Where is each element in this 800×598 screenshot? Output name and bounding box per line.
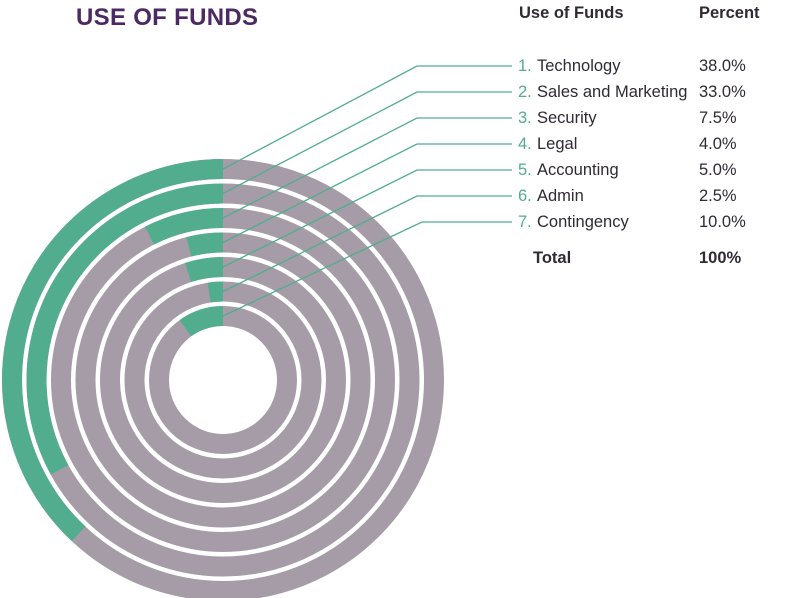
row-value-contingency: 10.0% bbox=[699, 213, 746, 231]
table-header-use-of-funds: Use of Funds bbox=[519, 4, 624, 22]
leader-line-technology bbox=[222, 65, 512, 170]
ring-value-legal bbox=[186, 232, 224, 257]
row-number: 5. bbox=[518, 161, 532, 179]
ring-value-technology bbox=[2, 159, 224, 542]
row-number: 7. bbox=[518, 213, 532, 231]
total-value: 100% bbox=[699, 249, 742, 267]
row-value-admin: 2.5% bbox=[699, 187, 737, 205]
total-label: Total bbox=[533, 249, 572, 267]
table-header-percent: Percent bbox=[699, 4, 760, 22]
page-title: USE OF FUNDS bbox=[76, 4, 259, 31]
row-value-sales-and-marketing: 33.0% bbox=[699, 83, 746, 101]
leader-line-legal bbox=[222, 143, 512, 244]
ring-value-security bbox=[144, 208, 224, 245]
row-number: 6. bbox=[518, 187, 532, 205]
row-number: 1. bbox=[518, 57, 532, 75]
leader-line-contingency bbox=[222, 221, 512, 317]
row-label-accounting: Accounting bbox=[537, 161, 619, 179]
ring-value-accounting bbox=[184, 257, 224, 283]
row-number: 4. bbox=[518, 135, 532, 153]
row-label-security: Security bbox=[537, 109, 597, 127]
row-label-technology: Technology bbox=[537, 57, 621, 75]
row-label-sales-and-marketing: Sales and Marketing bbox=[537, 83, 688, 101]
leader-line-security bbox=[222, 117, 512, 219]
row-label-contingency: Contingency bbox=[537, 213, 629, 231]
leader-line-accounting bbox=[222, 169, 512, 268]
row-value-security: 7.5% bbox=[699, 109, 737, 127]
ring-value-admin bbox=[207, 281, 224, 303]
ring-value-contingency bbox=[179, 306, 224, 337]
row-value-legal: 4.0% bbox=[699, 135, 737, 153]
row-label-admin: Admin bbox=[537, 187, 584, 205]
ring-value-sales-and-marketing bbox=[26, 183, 224, 475]
row-label-legal: Legal bbox=[537, 135, 578, 153]
leader-line-admin bbox=[222, 195, 512, 293]
row-value-technology: 38.0% bbox=[699, 57, 746, 75]
leader-line-sales-and-marketing bbox=[222, 91, 512, 195]
row-number: 3. bbox=[518, 109, 532, 127]
row-number: 2. bbox=[518, 83, 532, 101]
ring-track-contingency bbox=[149, 306, 297, 454]
row-value-accounting: 5.0% bbox=[699, 161, 737, 179]
